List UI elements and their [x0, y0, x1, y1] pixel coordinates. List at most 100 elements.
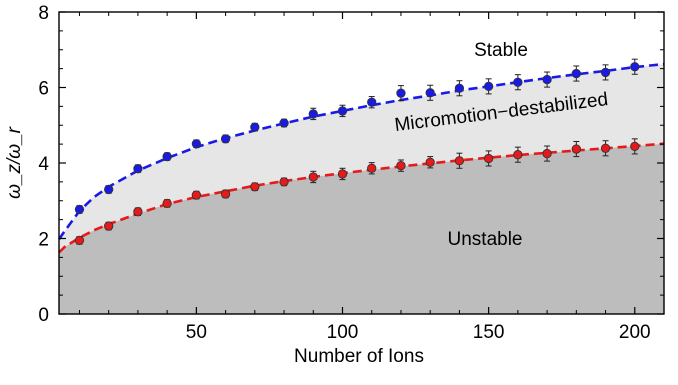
marker: [337, 169, 348, 179]
data-point: [191, 139, 202, 149]
ticks-layer: 50 100 150 200 0 2 4 6 8: [38, 3, 665, 343]
marker: [162, 151, 172, 162]
region-micromotion: [59, 64, 664, 253]
data-point: [513, 74, 523, 91]
x-tick-label: 50: [186, 322, 207, 343]
marker: [542, 148, 552, 159]
data-point: [133, 207, 143, 217]
data-point: [162, 151, 172, 162]
marker: [308, 172, 318, 182]
data-point: [571, 65, 581, 82]
y-tick-label: 8: [38, 3, 49, 24]
data-point: [513, 146, 523, 163]
marker: [396, 88, 406, 98]
data-point: [74, 235, 85, 246]
data-point: [279, 177, 289, 187]
y-tick-label: 4: [38, 154, 49, 175]
marker: [104, 184, 114, 195]
data-point: [542, 145, 552, 162]
x-tick-label: 150: [473, 322, 505, 343]
marker: [133, 207, 143, 217]
x-tick-label: 100: [327, 322, 359, 343]
region-label-unstable: Unstable: [448, 229, 523, 250]
data-point: [630, 138, 640, 155]
marker: [600, 143, 611, 153]
data-point: [308, 170, 318, 184]
data-point: [367, 162, 377, 175]
data-point: [220, 189, 231, 199]
region-unstable: [59, 143, 664, 314]
data-point: [308, 107, 318, 121]
marker: [250, 122, 260, 132]
data-point: [250, 182, 260, 192]
data-point: [220, 134, 231, 144]
marker: [483, 153, 494, 164]
data-point: [367, 96, 377, 109]
data-point: [104, 184, 114, 195]
points-layer: [74, 58, 640, 246]
y-axis-label: ω_z/ω_r: [4, 126, 25, 199]
marker: [367, 97, 377, 107]
y-tick-label: 6: [38, 79, 49, 100]
marker: [220, 134, 231, 144]
marker: [74, 204, 85, 215]
data-point: [133, 164, 143, 174]
data-point: [191, 190, 202, 200]
data-point: [250, 122, 260, 132]
data-point: [600, 140, 611, 157]
data-point: [600, 64, 611, 81]
data-point: [483, 78, 494, 95]
data-point: [454, 152, 465, 169]
region-label-stable: Stable: [474, 40, 528, 61]
data-point: [337, 104, 348, 118]
marker: [600, 67, 611, 78]
marker: [425, 88, 435, 98]
marker: [542, 74, 552, 85]
marker: [250, 182, 260, 192]
marker: [513, 150, 523, 160]
marker: [220, 189, 231, 199]
marker: [133, 164, 143, 174]
marker: [630, 141, 640, 152]
data-point: [279, 118, 289, 128]
marker: [162, 198, 172, 209]
marker: [454, 156, 465, 166]
data-point: [162, 198, 172, 209]
data-point: [396, 85, 406, 102]
marker: [279, 177, 289, 187]
data-point: [396, 159, 406, 172]
marker: [308, 109, 318, 119]
marker: [571, 68, 581, 79]
marker: [104, 221, 114, 231]
y-tick-label: 2: [38, 230, 49, 251]
fit-curve-1: [58, 142, 665, 254]
marker: [337, 106, 348, 116]
data-point: [74, 204, 85, 215]
marker: [513, 77, 523, 87]
marker: [367, 163, 377, 173]
marker: [454, 83, 465, 93]
data-point: [542, 71, 552, 88]
data-point: [454, 80, 465, 97]
regions-layer: [59, 12, 664, 314]
data-point: [571, 140, 581, 158]
data-point: [425, 84, 435, 101]
data-point: [630, 58, 640, 75]
marker: [74, 235, 85, 246]
marker: [425, 157, 435, 167]
marker: [571, 144, 581, 154]
x-tick-label: 200: [619, 322, 651, 343]
marker: [279, 118, 289, 128]
data-point: [425, 156, 435, 169]
marker: [483, 81, 494, 92]
marker: [396, 160, 406, 171]
data-point: [337, 167, 348, 181]
data-point: [483, 150, 494, 167]
marker: [630, 62, 640, 72]
y-tick-label: 0: [38, 305, 49, 326]
data-point: [104, 221, 114, 231]
marker: [191, 190, 202, 200]
marker: [191, 139, 202, 149]
